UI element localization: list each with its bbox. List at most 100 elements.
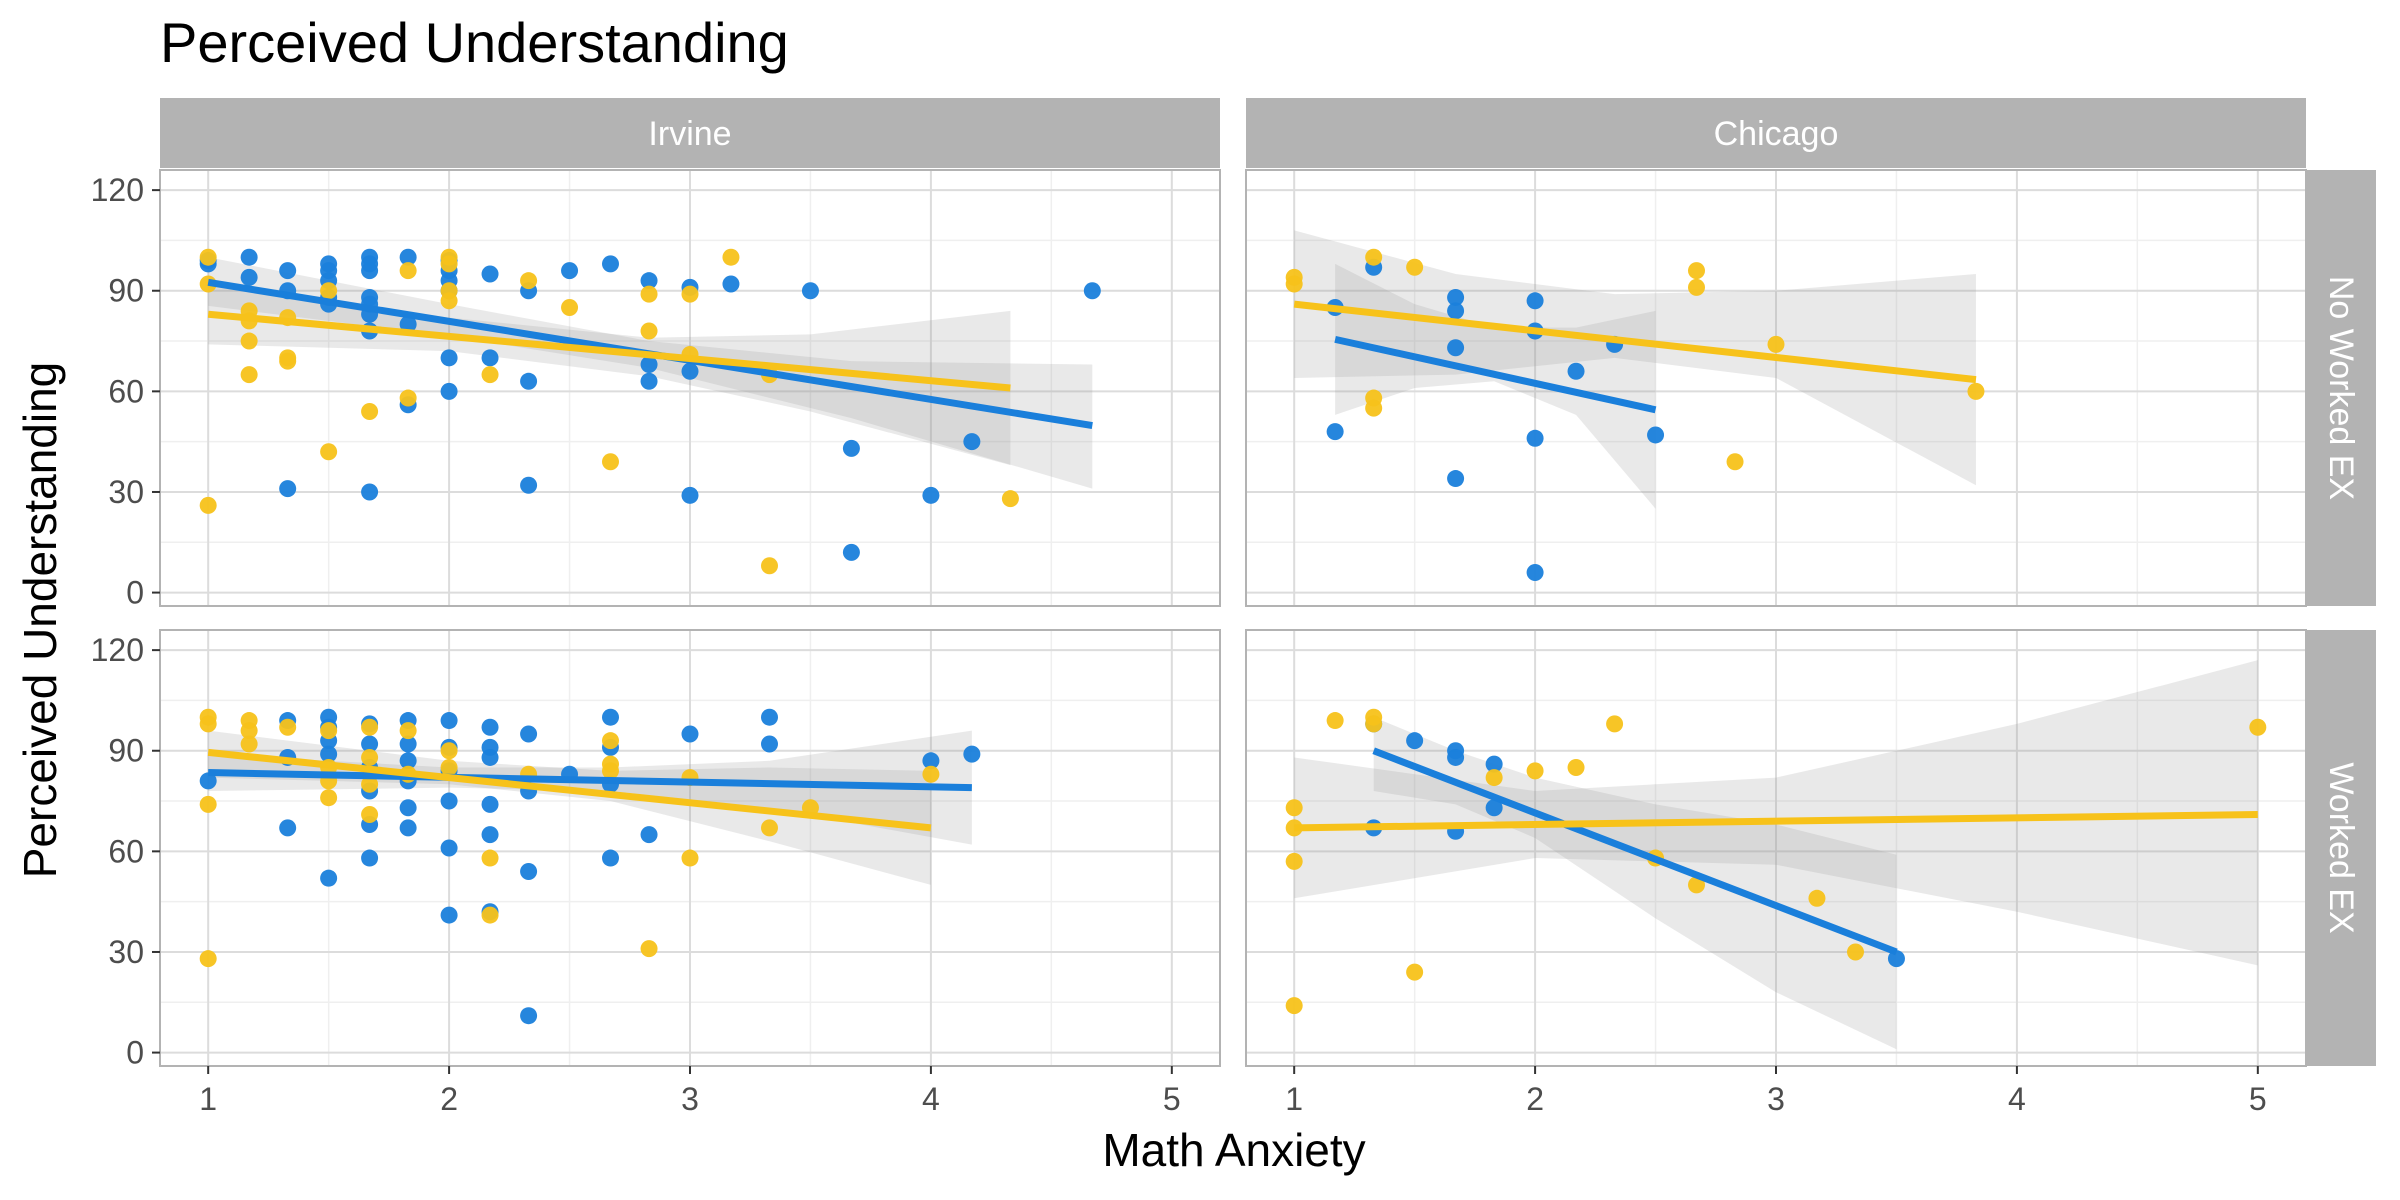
y-tick-label: 120 bbox=[91, 632, 144, 668]
data-point-blue bbox=[520, 476, 538, 494]
data-point-yellow bbox=[520, 272, 538, 290]
data-point-blue bbox=[361, 735, 379, 753]
data-point-blue bbox=[1647, 426, 1665, 444]
y-tick-label: 30 bbox=[108, 934, 144, 970]
data-point-yellow bbox=[1485, 769, 1503, 787]
data-point-yellow bbox=[602, 453, 619, 471]
data-point-yellow bbox=[1808, 889, 1826, 907]
data-point-yellow bbox=[1406, 963, 1424, 981]
y-tick-label: 90 bbox=[108, 273, 144, 309]
x-tick-label: 3 bbox=[1767, 1081, 1785, 1117]
panel-border bbox=[159, 169, 1221, 607]
data-point-yellow bbox=[1688, 278, 1705, 296]
data-point-yellow bbox=[1688, 262, 1705, 280]
data-point-blue bbox=[481, 826, 499, 844]
data-point-yellow bbox=[640, 285, 658, 303]
data-point-yellow bbox=[240, 366, 258, 384]
confidence-band-blue bbox=[1373, 717, 1897, 1050]
data-point-blue bbox=[842, 439, 860, 457]
data-point-blue bbox=[922, 486, 940, 504]
data-point-blue bbox=[640, 372, 658, 390]
data-point-yellow bbox=[922, 765, 940, 783]
data-point-yellow bbox=[761, 557, 778, 575]
data-point-blue bbox=[681, 362, 699, 380]
trend-line-blue bbox=[1372, 747, 1898, 956]
x-tick-label: 1 bbox=[199, 1081, 217, 1117]
data-point-blue bbox=[520, 862, 538, 880]
data-point-yellow bbox=[399, 722, 417, 740]
data-point-blue bbox=[1083, 282, 1101, 300]
data-point-blue bbox=[520, 1007, 538, 1025]
data-point-blue bbox=[481, 748, 499, 766]
data-point-blue bbox=[440, 906, 458, 924]
data-point-yellow bbox=[361, 718, 379, 736]
data-point-yellow bbox=[1967, 382, 1985, 400]
data-point-yellow bbox=[279, 718, 297, 736]
data-point-yellow bbox=[602, 732, 619, 750]
data-point-blue bbox=[1485, 755, 1503, 773]
data-point-yellow bbox=[602, 762, 619, 780]
data-point-blue bbox=[279, 262, 297, 280]
facet-panels: 0 30 60 90 120 0 30 60 90 120 1 2 3 4 5 1 2 3 4 5 Irvine Chic… bbox=[91, 98, 2376, 1117]
data-point-yellow bbox=[1285, 997, 1303, 1015]
data-point-blue bbox=[963, 433, 981, 451]
data-point-blue bbox=[1887, 950, 1905, 968]
data-point-blue bbox=[399, 752, 417, 770]
x-tick-label: 2 bbox=[440, 1081, 458, 1117]
data-point-blue bbox=[801, 282, 819, 300]
data-point-yellow bbox=[361, 775, 379, 793]
facet-strip-no-worked-ex bbox=[2306, 170, 2376, 606]
data-point-yellow bbox=[240, 722, 258, 740]
data-point-blue bbox=[440, 839, 458, 857]
data-point-blue bbox=[399, 248, 417, 266]
facet-strip-irvine bbox=[160, 98, 1220, 168]
data-point-blue bbox=[640, 356, 658, 374]
data-point-yellow bbox=[199, 496, 217, 514]
facet-strip-label: Chicago bbox=[1714, 115, 1839, 153]
data-point-blue bbox=[1447, 470, 1465, 488]
x-tick-label: 2 bbox=[1526, 1081, 1544, 1117]
confidence-band-yellow bbox=[1294, 660, 2258, 966]
data-point-yellow bbox=[1526, 762, 1544, 780]
panel-chicago-worked-ex: 1 2 3 4 5 bbox=[1245, 629, 2307, 1117]
data-point-blue bbox=[1447, 302, 1465, 320]
data-point-blue bbox=[320, 869, 338, 887]
data-point-yellow bbox=[440, 255, 458, 273]
data-point-yellow bbox=[361, 748, 379, 766]
data-point-yellow bbox=[240, 332, 258, 350]
data-point-blue bbox=[361, 483, 379, 501]
facet-strip-label: Worked EX bbox=[2322, 762, 2360, 933]
x-tick-label: 3 bbox=[681, 1081, 699, 1117]
data-point-blue bbox=[1326, 423, 1344, 441]
data-point-yellow bbox=[1285, 852, 1303, 870]
data-point-blue bbox=[320, 745, 338, 763]
data-point-blue bbox=[481, 349, 499, 367]
data-point-blue bbox=[1447, 288, 1465, 306]
data-point-yellow bbox=[1365, 248, 1383, 266]
data-point-blue bbox=[722, 275, 740, 293]
data-point-blue bbox=[399, 735, 417, 753]
facet-strip-worked-ex bbox=[2306, 630, 2376, 1066]
y-tick-label: 60 bbox=[108, 833, 144, 869]
data-point-blue bbox=[520, 372, 538, 390]
trend-line-yellow bbox=[207, 310, 1011, 392]
data-point-blue bbox=[440, 712, 458, 730]
trend-line-yellow bbox=[207, 748, 932, 832]
data-point-blue bbox=[963, 745, 981, 763]
data-point-yellow bbox=[361, 402, 379, 420]
data-point-yellow bbox=[199, 248, 217, 266]
y-tick-label: 60 bbox=[108, 373, 144, 409]
y-tick-label: 90 bbox=[108, 733, 144, 769]
data-point-yellow bbox=[1767, 335, 1785, 353]
data-point-yellow bbox=[279, 352, 297, 370]
data-point-blue bbox=[640, 826, 658, 844]
data-point-blue bbox=[561, 262, 579, 280]
x-tick-label: 1 bbox=[1285, 1081, 1303, 1117]
data-point-yellow bbox=[1567, 759, 1585, 777]
data-point-blue bbox=[440, 349, 458, 367]
data-point-yellow bbox=[561, 299, 579, 317]
data-point-blue bbox=[761, 708, 778, 726]
data-point-blue bbox=[1526, 292, 1544, 310]
data-point-yellow bbox=[320, 789, 338, 807]
panel-chicago-no-worked-ex bbox=[1245, 169, 2307, 607]
